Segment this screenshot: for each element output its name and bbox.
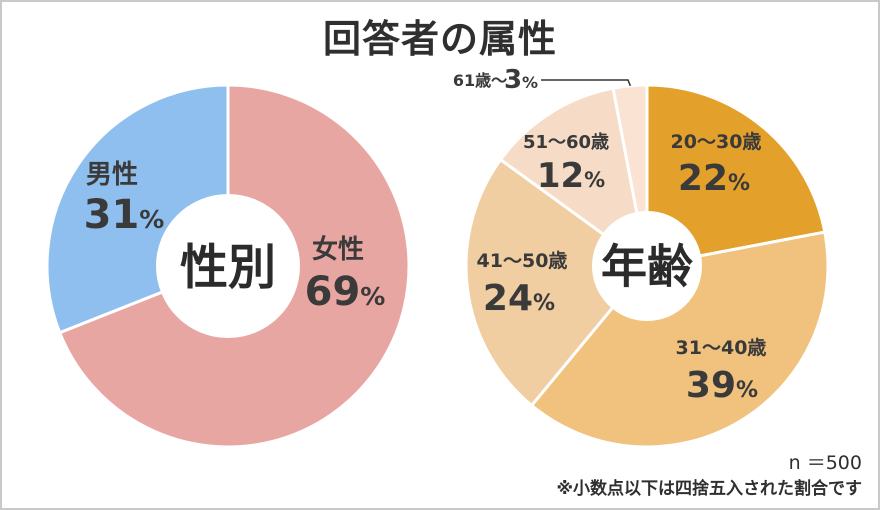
- age-slice-1: [529, 230, 830, 449]
- age-slice-3-value-percent-sign: %: [584, 168, 605, 192]
- gender-slice-1-value-percent-sign: %: [139, 205, 164, 234]
- age-slice-2: [464, 157, 650, 408]
- age-slice-3-value-number: 12: [537, 156, 584, 196]
- gender-center-label: 性別: [180, 239, 276, 295]
- age-slice-2-value: 24%: [483, 278, 555, 319]
- age-slice-1-value-percent-sign: %: [736, 378, 758, 403]
- age-slice-0-label: 20～30歳: [671, 131, 762, 153]
- age-slice-3-value: 12%: [537, 156, 605, 196]
- gender-slice-0-value: 69%: [305, 269, 386, 315]
- age-slice-3: [498, 86, 650, 270]
- age-slice-0-value-number: 22: [678, 158, 728, 199]
- age-donut-chart: 年齢 20～30歳 22% 31～40歳 39% 41～50歳 24% 51～60歳 12% 61…: [453, 65, 830, 449]
- gender-slice-0-value-number: 69: [305, 269, 361, 315]
- gender-slice-0-label: 女性: [312, 234, 364, 265]
- age-slice-1-label: 31～40歳: [676, 337, 767, 359]
- sample-size-note: n ＝500: [788, 452, 862, 474]
- age-slice-1-value: 39%: [686, 365, 758, 406]
- age-slice-4-value-number: 3: [504, 65, 522, 95]
- age-slice-0-value-percent-sign: %: [728, 171, 750, 196]
- age-slice-1-value-number: 39: [686, 365, 736, 406]
- age-slice-0-value: 22%: [678, 158, 750, 199]
- age-slice-4-leader-line: [541, 79, 632, 87]
- page-title: 回答者の属性: [322, 17, 557, 61]
- gender-slice-1-value-number: 31: [84, 192, 140, 238]
- age-slice-0: [645, 83, 827, 268]
- gender-donut-hole: [156, 194, 300, 338]
- age-slice-4-label: 61歳～: [453, 71, 507, 90]
- gender-slice-1-value: 31%: [84, 192, 165, 238]
- age-center-label: 年齢: [601, 240, 693, 294]
- age-slice-4-value-percent-sign: %: [522, 73, 538, 92]
- rounding-footnote: ※小数点以下は四捨五入された割合です: [556, 479, 862, 499]
- age-slice-4-value: 3%: [504, 65, 538, 95]
- age-slice-2-value-number: 24: [483, 278, 533, 319]
- age-slice-2-label: 41～50歳: [477, 250, 568, 272]
- gender-slice-1-label: 男性: [86, 160, 138, 190]
- gender-slice-0-value-percent-sign: %: [360, 282, 385, 311]
- age-donut-hole: [592, 211, 702, 321]
- age-slice-2-value-percent-sign: %: [533, 291, 555, 316]
- age-slice-3-label: 51～60歳: [523, 132, 609, 153]
